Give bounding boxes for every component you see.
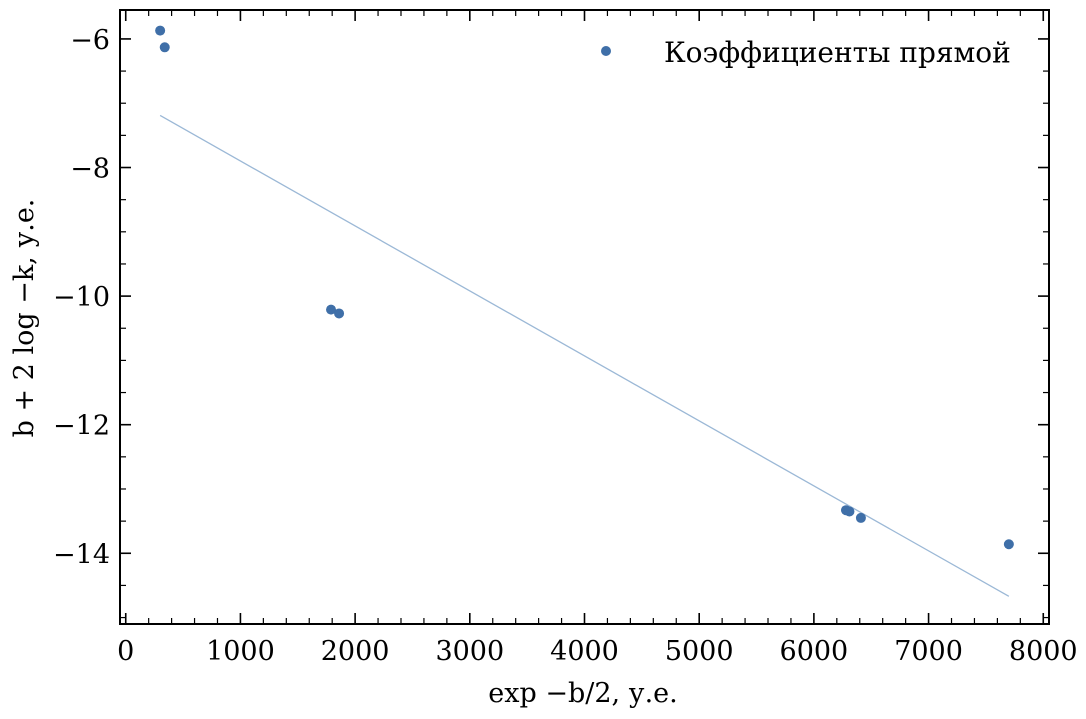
data-point: [334, 308, 345, 319]
data-point: [844, 506, 855, 517]
x-tick-label: 0: [117, 636, 134, 667]
x-tick-label: 5000: [665, 636, 734, 667]
y-tick-label: −14: [53, 539, 110, 570]
x-tick-label: 6000: [780, 636, 849, 667]
y-tick-label: −6: [70, 25, 110, 56]
x-tick-labels: 0 1000 2000 3000 4000 5000 6000 7000 8000: [117, 636, 1077, 667]
legend: Коэффициенты прямой: [601, 36, 1011, 69]
y-tick-label: −12: [53, 411, 110, 442]
fit-line: [159, 114, 1010, 597]
data-point: [159, 42, 170, 53]
y-tick-label: −8: [70, 154, 110, 185]
fit-line-layer: [159, 114, 1010, 597]
minor-ticks: [120, 10, 1049, 624]
data-point: [855, 512, 866, 523]
plot-frame: [119, 9, 1050, 625]
x-tick-label: 1000: [206, 636, 275, 667]
x-tick-label: 3000: [435, 636, 504, 667]
x-tick-label: 2000: [321, 636, 390, 667]
data-point: [155, 25, 166, 36]
y-axis-label: b + 2 log −k, у.е.: [9, 199, 40, 438]
data-points: [155, 25, 1014, 550]
x-axis-label: exp −b/2, у.е.: [488, 678, 677, 709]
data-point: [1003, 539, 1014, 550]
legend-marker: [601, 46, 611, 56]
major-ticks: [120, 10, 1049, 624]
x-tick-label: 7000: [894, 636, 963, 667]
data-point: [326, 304, 337, 315]
y-tick-labels: −14 −12 −10 −8 −6: [53, 25, 110, 570]
x-tick-label: 4000: [550, 636, 619, 667]
y-tick-label: −10: [53, 282, 110, 313]
x-tick-label: 8000: [1009, 636, 1078, 667]
legend-label: Коэффициенты прямой: [664, 36, 1011, 69]
